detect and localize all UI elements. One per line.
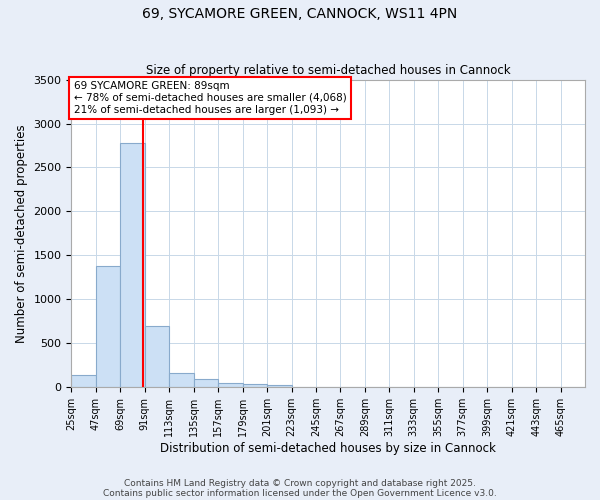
X-axis label: Distribution of semi-detached houses by size in Cannock: Distribution of semi-detached houses by … bbox=[160, 442, 496, 455]
Bar bbox=[194, 380, 218, 388]
Text: Contains HM Land Registry data © Crown copyright and database right 2025.: Contains HM Land Registry data © Crown c… bbox=[124, 478, 476, 488]
Bar bbox=[267, 384, 292, 388]
Text: 69, SYCAMORE GREEN, CANNOCK, WS11 4PN: 69, SYCAMORE GREEN, CANNOCK, WS11 4PN bbox=[142, 8, 458, 22]
Bar bbox=[242, 384, 267, 388]
Bar bbox=[96, 266, 121, 388]
Title: Size of property relative to semi-detached houses in Cannock: Size of property relative to semi-detach… bbox=[146, 64, 511, 77]
Y-axis label: Number of semi-detached properties: Number of semi-detached properties bbox=[15, 124, 28, 343]
Bar bbox=[169, 374, 194, 388]
Bar bbox=[218, 382, 242, 388]
Text: 69 SYCAMORE GREEN: 89sqm
← 78% of semi-detached houses are smaller (4,068)
21% o: 69 SYCAMORE GREEN: 89sqm ← 78% of semi-d… bbox=[74, 82, 346, 114]
Bar bbox=[121, 143, 145, 388]
Bar bbox=[71, 375, 96, 388]
Bar bbox=[145, 326, 169, 388]
Text: Contains public sector information licensed under the Open Government Licence v3: Contains public sector information licen… bbox=[103, 488, 497, 498]
